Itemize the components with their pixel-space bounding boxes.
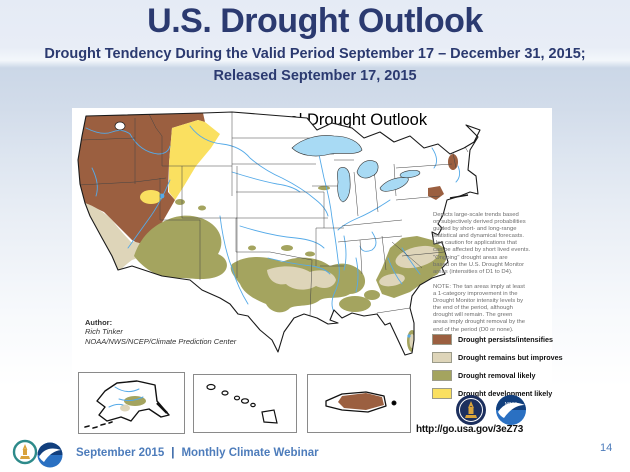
map-note: NOTE: The tan areas imply at least a 1-c… <box>433 284 555 334</box>
description-line: on subjectively derived probabilities <box>433 219 526 226</box>
puget-sound <box>114 121 126 131</box>
note-line: Drought Monitor intensity levels by <box>433 298 524 305</box>
note-line: a 1-category improvement in the <box>433 291 518 298</box>
legend-swatch-improves <box>432 351 452 363</box>
great-lakes <box>291 135 421 203</box>
drought-outlook-figure: U.S. Seasonal Drought Outlook <box>72 108 563 440</box>
author-name: Rich Tinker <box>85 327 123 337</box>
hawaii-islands <box>206 383 278 424</box>
map-description: Depicts large-scale trends based on subj… <box>433 212 555 276</box>
lake-huron <box>356 160 379 179</box>
puerto-rico-inset <box>307 374 411 433</box>
long-island <box>449 194 469 199</box>
footer-event: Monthly Climate Webinar <box>181 447 319 459</box>
commerce-seal-icon <box>456 395 486 425</box>
legend-label: Drought remains but improves <box>458 352 563 362</box>
noaa-logo-icon <box>37 442 63 468</box>
hawaii-inset <box>193 374 297 433</box>
legend-item-removal: Drought removal likely <box>432 369 536 381</box>
commerce-seal-icon <box>12 439 38 465</box>
lake-erie <box>379 177 409 192</box>
alaska-rivers <box>108 386 144 408</box>
footer-agency-logos <box>12 439 63 468</box>
rivers <box>85 125 461 313</box>
legend-label: Drought persists/intensifies <box>458 334 554 344</box>
description-line: Depicts large-scale trends based <box>433 212 519 218</box>
us-outline <box>77 111 481 356</box>
footer-caption: September 2015 | Monthly Climate Webinar <box>76 447 319 459</box>
legend-label: Drought removal likely <box>458 370 536 380</box>
footer-date: September 2015 <box>76 447 165 459</box>
legend-item-improves: Drought remains but improves <box>432 351 563 363</box>
great-salt-lake <box>159 193 165 199</box>
note-line: end of the period (D0 or none). <box>433 326 514 333</box>
legend-item-persists: Drought persists/intensifies <box>432 333 553 345</box>
description-line: areas (intensities of D1 to D4). <box>433 268 513 275</box>
slide-subtitle-line1: Drought Tendency During the Valid Period… <box>44 46 586 62</box>
vieques-island <box>391 400 397 406</box>
footer-separator: | <box>171 447 175 459</box>
lake-okeechobee <box>407 334 411 338</box>
page-number: 14 <box>600 442 613 454</box>
author-org: NOAA/NWS/NCEP/Climate Prediction Center <box>85 336 237 346</box>
lake-michigan <box>337 167 351 203</box>
figure-agency-logos: NOAA <box>456 395 526 425</box>
author-label: Author: <box>85 318 113 327</box>
legend-label: Drought development likely <box>458 388 553 398</box>
description-line: "Ongoing" drought areas are <box>433 254 508 261</box>
lake-superior <box>291 135 363 157</box>
description-line: based on the U.S. Drought Monitor <box>433 261 525 268</box>
description-line: statistical and dynamical forecasts. <box>433 233 525 240</box>
note-line: drought will remain. The green <box>433 312 513 319</box>
note-line: areas imply drought removal by the <box>433 319 526 326</box>
note-line: the end of the period, although <box>433 305 513 312</box>
alaska-panhandle <box>156 402 168 414</box>
author-block: Author: Rich Tinker NOAA/NWS/NCEP/Climat… <box>85 318 236 346</box>
description-line: can be affected by short lived events. <box>433 247 531 254</box>
legend-swatch-removal <box>432 369 452 381</box>
page-title: U.S. Drought Outlook <box>147 2 483 40</box>
conus-map <box>77 111 481 356</box>
alaska-inset <box>78 372 185 434</box>
puerto-rico-drought-area <box>338 393 384 410</box>
slide-subtitle-line2: Released September 17, 2015 <box>213 68 417 84</box>
description-line: guided by short- and long-range <box>433 226 517 233</box>
legend-swatch-development <box>432 387 452 399</box>
noaa-logo-icon: NOAA <box>496 395 526 425</box>
shortlink-url: http://go.usa.gov/3eZ73 <box>416 424 524 435</box>
lake-ontario <box>399 169 421 179</box>
legend-item-development: Drought development likely <box>432 387 552 399</box>
description-line: Use caution for applications that <box>433 240 517 247</box>
note-line: NOTE: The tan areas imply at least <box>433 284 525 290</box>
legend-swatch-persists <box>432 333 452 345</box>
state-borders <box>78 112 469 317</box>
aleutian-islands <box>84 421 113 429</box>
